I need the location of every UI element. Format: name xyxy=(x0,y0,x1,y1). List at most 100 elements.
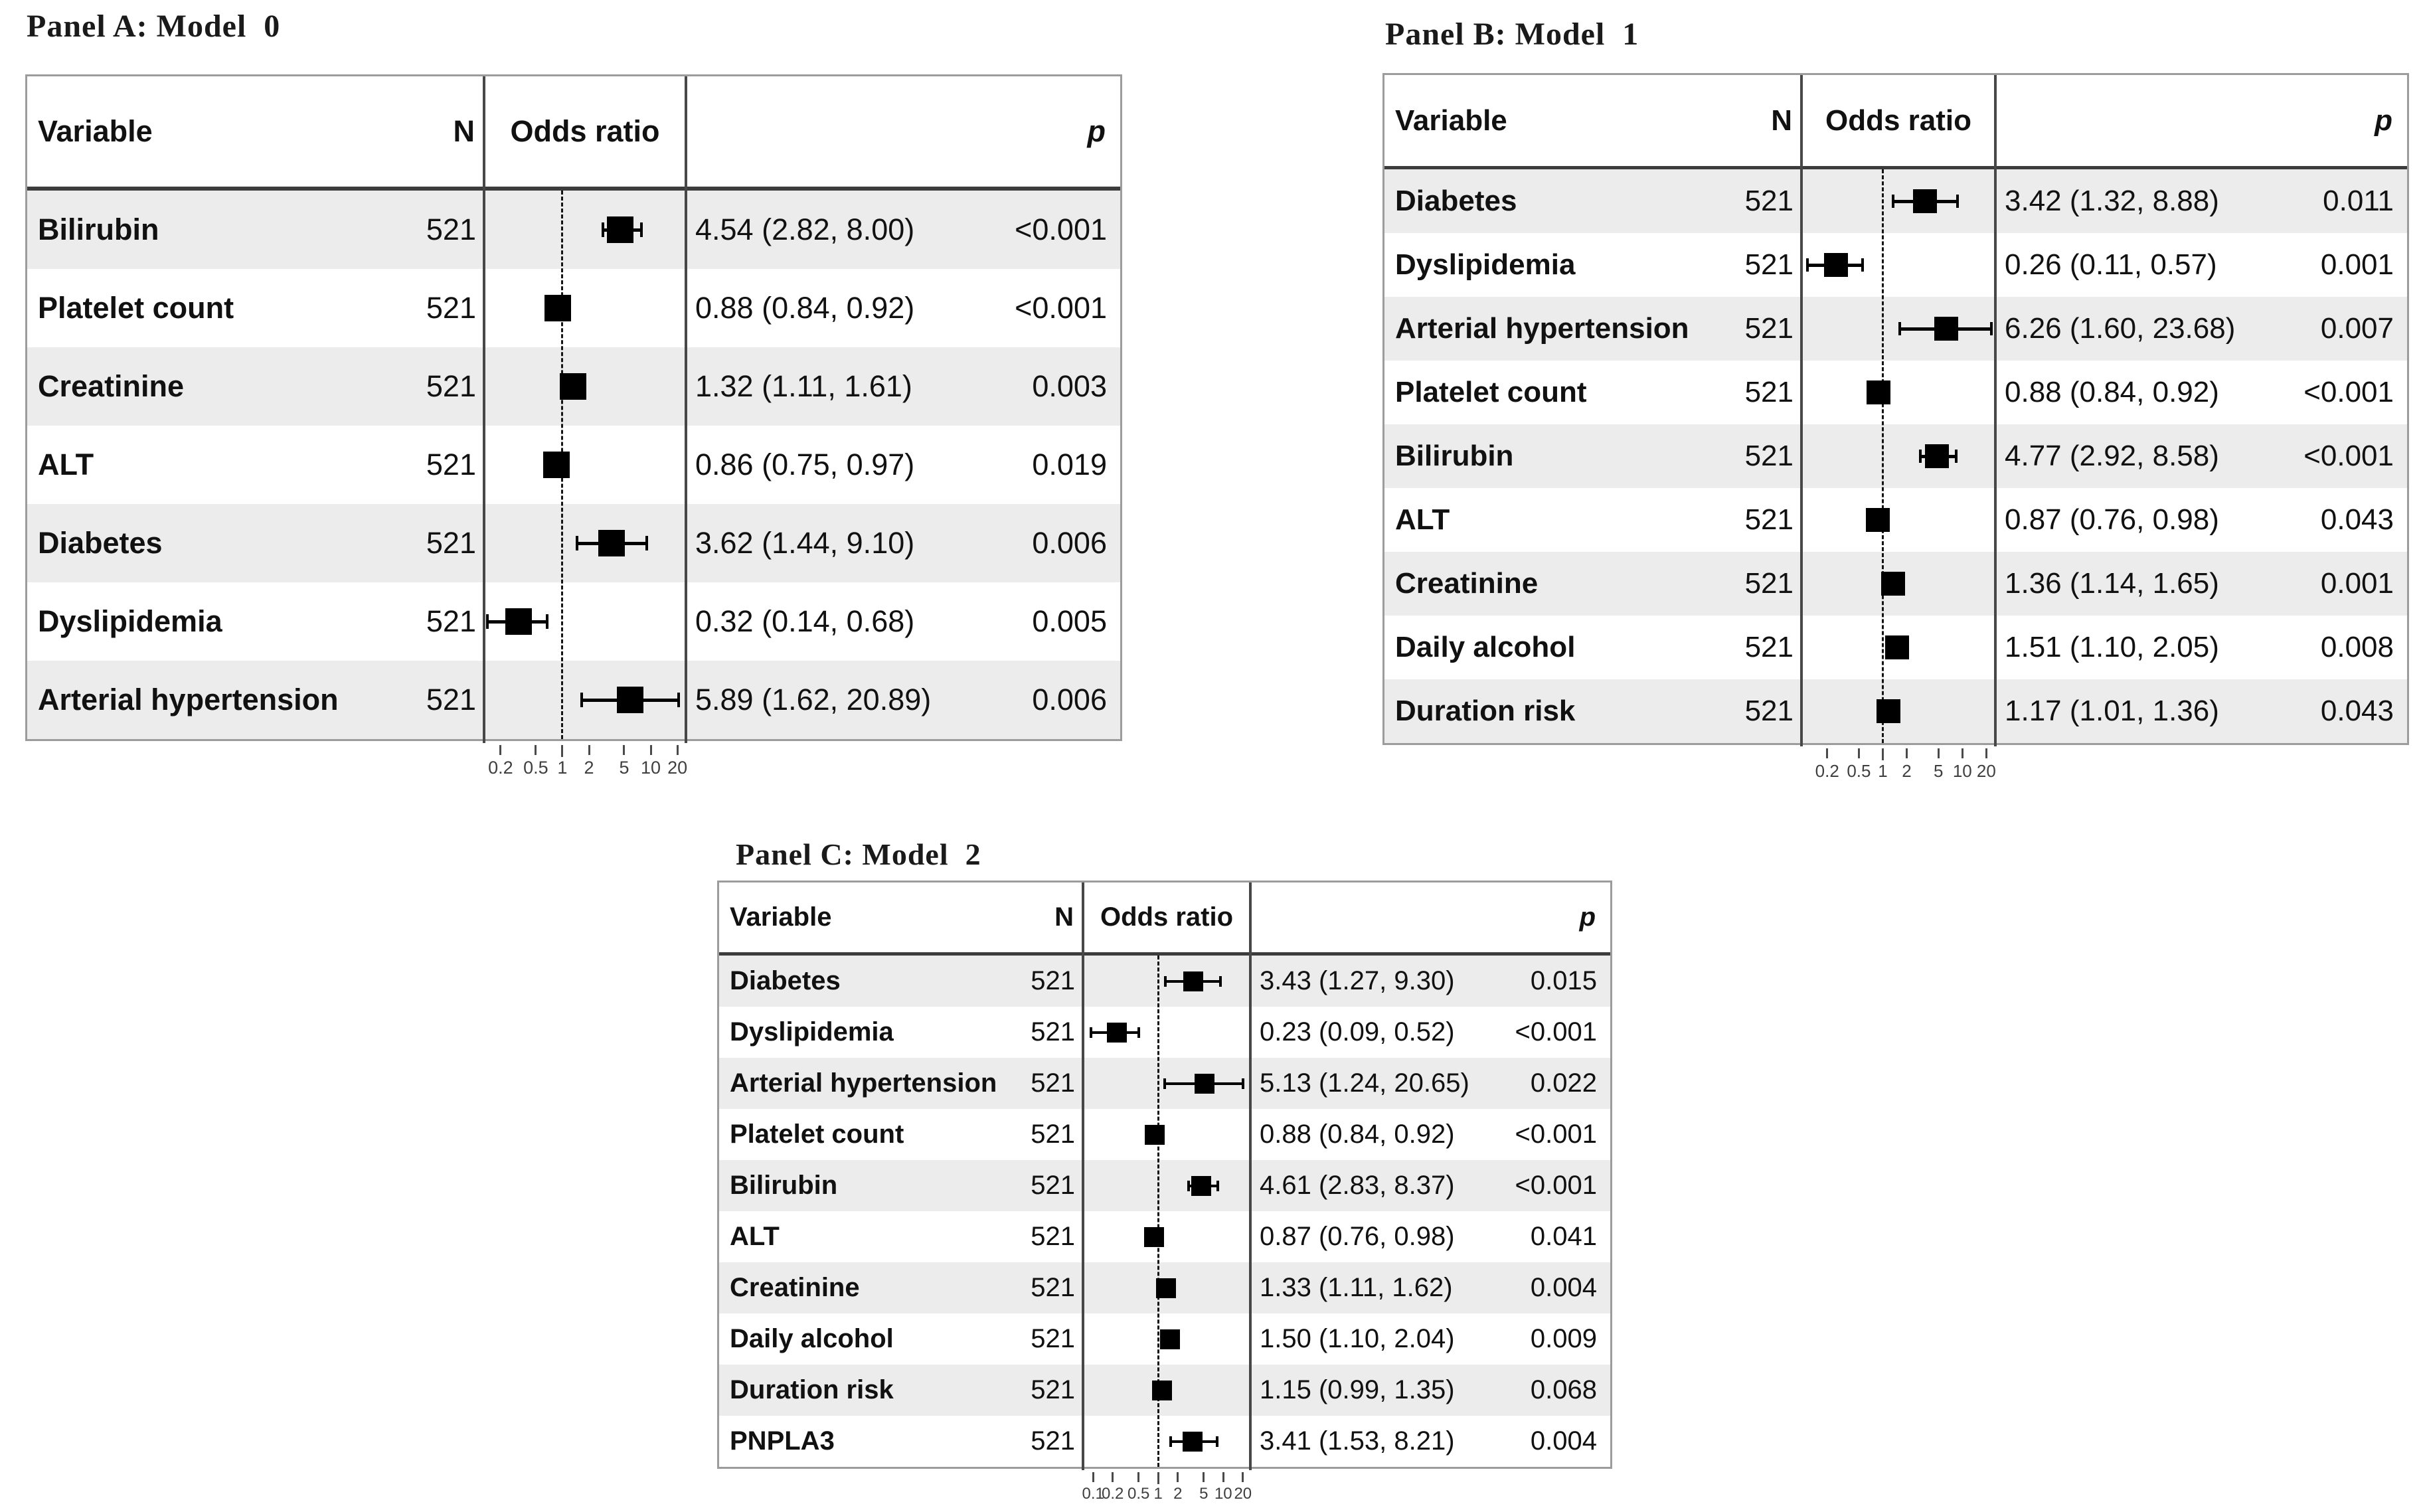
row-label-cell: PNPLA3 521 xyxy=(719,1416,1083,1467)
ci-cap-low xyxy=(1187,1180,1190,1191)
estimate-cell: 6.26 (1.60, 23.68) 0.007 xyxy=(1995,297,2407,361)
variable-label: PNPLA3 xyxy=(730,1426,835,1456)
axis-tick xyxy=(1961,748,1963,758)
p-value: 0.004 xyxy=(1530,1273,1597,1302)
n-value: 521 xyxy=(1031,966,1075,995)
or-plot-cell xyxy=(484,504,686,582)
n-value: 521 xyxy=(1744,695,1794,727)
row-label-cell: Dyslipidemia 521 xyxy=(719,1007,1083,1058)
ci-cap-low xyxy=(1891,195,1894,208)
or-plot-cell xyxy=(1083,956,1250,1007)
or-marker xyxy=(1159,1329,1180,1349)
column-divider-right xyxy=(685,76,687,743)
axis-tick-label: 2 xyxy=(1173,1485,1183,1503)
ci-cap-low xyxy=(1164,975,1167,987)
estimate-label: 3.42 (1.32, 8.88) xyxy=(2005,185,2219,217)
axis-tick-label: 20 xyxy=(667,758,688,778)
estimate-label: 5.89 (1.62, 20.89) xyxy=(695,683,932,716)
estimate-cell: 3.43 (1.27, 9.30) 0.015 xyxy=(1250,956,1610,1007)
axis-tick xyxy=(649,745,652,755)
ci-cap-low xyxy=(1898,322,1901,335)
estimate-cell: 3.41 (1.53, 8.21) 0.004 xyxy=(1250,1416,1610,1467)
or-plot-cell xyxy=(1801,297,1995,361)
ci-cap-high xyxy=(640,222,643,237)
axis-tick-label: 0.2 xyxy=(488,758,513,778)
axis-tick xyxy=(1203,1472,1205,1482)
estimate-cell: 0.23 (0.09, 0.52) <0.001 xyxy=(1250,1007,1610,1058)
ci-cap-low xyxy=(1163,1078,1167,1089)
header-cell-variable-n: Variable N xyxy=(27,76,484,187)
row-label-cell: Arterial hypertension 521 xyxy=(1384,297,1801,361)
estimate-cell: 5.13 (1.24, 20.65) 0.022 xyxy=(1250,1058,1610,1109)
variable-label: Diabetes xyxy=(730,966,841,995)
variable-label: Bilirubin xyxy=(1395,440,1514,472)
estimate-label: 1.36 (1.14, 1.65) xyxy=(2005,567,2219,600)
forest-panel-c: Panel C: Model 2 Variable N Odds ratio p… xyxy=(717,837,1612,1503)
row-label-cell: ALT 521 xyxy=(1384,488,1801,552)
table-body: Bilirubin 521 4.54 (2.82, 8.00) <0.001 Plate… xyxy=(27,191,1120,739)
axis-tick xyxy=(1157,1472,1159,1484)
or-plot-cell xyxy=(1083,1007,1250,1058)
n-value: 521 xyxy=(1031,1068,1075,1098)
or-plot-cell xyxy=(1083,1058,1250,1109)
column-header-variable: Variable xyxy=(1395,104,1507,137)
n-value: 521 xyxy=(1031,1273,1075,1302)
table-row: Duration risk 521 1.15 (0.99, 1.35) 0.068 xyxy=(719,1365,1610,1416)
n-value: 521 xyxy=(1031,1171,1075,1200)
variable-label: Duration risk xyxy=(730,1375,894,1404)
axis-tick xyxy=(1222,1472,1224,1482)
or-marker xyxy=(559,373,586,400)
axis-tick xyxy=(561,745,564,757)
or-marker xyxy=(598,530,626,556)
p-value: <0.001 xyxy=(1515,1017,1597,1047)
column-header-odds-ratio: Odds ratio xyxy=(510,114,660,148)
p-value: 0.009 xyxy=(1530,1324,1597,1353)
variable-label: Platelet count xyxy=(1395,376,1587,408)
row-label-cell: Bilirubin 521 xyxy=(719,1160,1083,1211)
table-row: Bilirubin 521 4.54 (2.82, 8.00) <0.001 xyxy=(27,191,1120,269)
variable-label: Bilirubin xyxy=(38,212,159,246)
estimate-label: 1.15 (0.99, 1.35) xyxy=(1260,1375,1455,1404)
axis-tick xyxy=(1906,748,1908,758)
p-value: 0.022 xyxy=(1530,1068,1597,1098)
n-value: 521 xyxy=(1031,1324,1075,1353)
or-plot-cell xyxy=(484,661,686,739)
axis-tick xyxy=(1177,1472,1179,1482)
column-divider-left xyxy=(1800,75,1803,746)
axis-tick xyxy=(1242,1472,1244,1482)
forest-table: Variable N Odds ratio p Bilirubin 521 4.54… xyxy=(25,74,1122,743)
axis-tick xyxy=(1826,748,1829,758)
or-plot-cell xyxy=(484,269,686,347)
axis-tick xyxy=(676,745,679,755)
n-value: 521 xyxy=(426,291,476,325)
axis-tick-label: 1 xyxy=(557,758,568,778)
axis-tick-label: 5 xyxy=(1199,1485,1209,1503)
table-row: Arterial hypertension 521 5.13 (1.24, 20.6… xyxy=(719,1058,1610,1109)
estimate-label: 3.62 (1.44, 9.10) xyxy=(695,526,915,560)
estimate-label: 4.77 (2.92, 8.58) xyxy=(2005,440,2219,472)
estimate-cell: 4.61 (2.83, 8.37) <0.001 xyxy=(1250,1160,1610,1211)
p-value: 0.068 xyxy=(1530,1375,1597,1404)
n-value: 521 xyxy=(426,448,476,481)
variable-label: Bilirubin xyxy=(730,1171,838,1200)
estimate-label: 3.41 (1.53, 8.21) xyxy=(1260,1426,1455,1456)
ci-cap-low xyxy=(1805,258,1809,272)
n-value: 521 xyxy=(426,604,476,638)
panel-title: Panel B: Model 1 xyxy=(1385,17,1639,52)
estimate-cell: 1.50 (1.10, 2.04) 0.009 xyxy=(1250,1313,1610,1365)
axis-tick xyxy=(499,745,502,755)
or-marker xyxy=(1152,1380,1173,1400)
variable-label: Platelet count xyxy=(730,1120,904,1149)
axis-tick-label: 5 xyxy=(1933,761,1944,781)
n-value: 521 xyxy=(1744,376,1794,408)
x-axis: 0.2 0.5 1 2 5 10 20 xyxy=(25,745,1118,785)
estimate-label: 0.88 (0.84, 0.92) xyxy=(695,291,915,325)
row-label-cell: Duration risk 521 xyxy=(719,1365,1083,1416)
table-row: Daily alcohol 521 1.51 (1.10, 2.05) 0.008 xyxy=(1384,616,2407,679)
estimate-label: 0.87 (0.76, 0.98) xyxy=(2005,503,2219,536)
ci-cap-low xyxy=(576,536,578,550)
estimate-label: 1.32 (1.11, 1.61) xyxy=(695,369,912,403)
row-label-cell: ALT 521 xyxy=(719,1211,1083,1262)
estimate-cell: 1.15 (0.99, 1.35) 0.068 xyxy=(1250,1365,1610,1416)
or-plot-cell xyxy=(1801,361,1995,424)
